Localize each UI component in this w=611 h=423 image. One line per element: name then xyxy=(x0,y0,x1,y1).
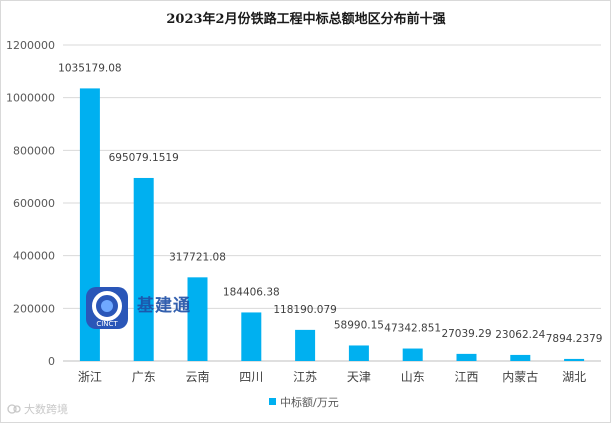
bar xyxy=(456,353,477,361)
x-category-label: 山东 xyxy=(401,370,425,384)
x-axis-categories: 浙江 广东 云南 四川 江苏 天津 山东 江西 内蒙古 湖北 xyxy=(78,369,586,384)
bar xyxy=(133,177,154,361)
cinct-logo-icon: CINCT xyxy=(86,287,128,329)
svg-text:CINCT: CINCT xyxy=(96,320,118,328)
data-label: 695079.1519 xyxy=(109,152,179,164)
y-tick-label: 400000 xyxy=(13,250,55,263)
corner-watermark-text: 大数跨境 xyxy=(24,403,68,416)
y-tick-label: 1200000 xyxy=(6,39,55,52)
x-category-label: 内蒙古 xyxy=(502,369,538,384)
x-category-label: 江苏 xyxy=(293,370,317,384)
legend-label: 中标额/万元 xyxy=(280,395,339,409)
y-axis-ticks: 0 200000 400000 600000 800000 1000000 1200000 xyxy=(6,39,55,368)
y-tick-label: 600000 xyxy=(13,197,55,210)
y-tick-label: 200000 xyxy=(13,302,55,315)
data-labels: 1035179.08 695079.1519 317721.08 184406.38 1… xyxy=(58,62,602,345)
x-category-label: 江西 xyxy=(454,370,478,384)
bar xyxy=(241,312,262,361)
x-category-label: 四川 xyxy=(239,370,263,384)
x-category-label: 浙江 xyxy=(78,370,102,384)
x-category-label: 天津 xyxy=(347,370,371,384)
data-label: 1035179.08 xyxy=(58,62,121,74)
y-tick-label: 1000000 xyxy=(6,92,55,105)
data-label: 7894.2379 xyxy=(546,333,603,345)
legend: 中标额/万元 xyxy=(269,395,339,409)
x-category-label: 云南 xyxy=(185,369,209,384)
corner-watermark: 大数跨境 xyxy=(7,401,68,417)
data-label: 23062.24 xyxy=(495,329,545,341)
bar xyxy=(348,345,369,361)
data-label: 27039.29 xyxy=(441,328,491,340)
data-label: 118190.079 xyxy=(273,304,336,316)
bar xyxy=(564,358,585,361)
bar xyxy=(295,329,316,361)
data-label: 58990.15 xyxy=(334,319,384,331)
watermark-brand-text: 基建通 xyxy=(137,296,191,316)
y-tick-label: 0 xyxy=(48,355,55,368)
data-label: 317721.08 xyxy=(169,251,226,263)
bar xyxy=(402,348,423,361)
corner-watermark-icon xyxy=(7,404,21,414)
data-label: 47342.851 xyxy=(384,323,441,335)
x-category-label: 广东 xyxy=(132,370,156,384)
chart-title: 2023年2月份铁路工程中标总额地区分布前十强 xyxy=(166,11,445,27)
data-label: 184406.38 xyxy=(223,286,280,298)
y-tick-label: 800000 xyxy=(13,144,55,157)
bar xyxy=(510,354,531,361)
x-category-label: 湖北 xyxy=(562,369,586,384)
bar xyxy=(187,277,208,361)
legend-swatch xyxy=(269,398,276,405)
bars xyxy=(79,88,585,362)
